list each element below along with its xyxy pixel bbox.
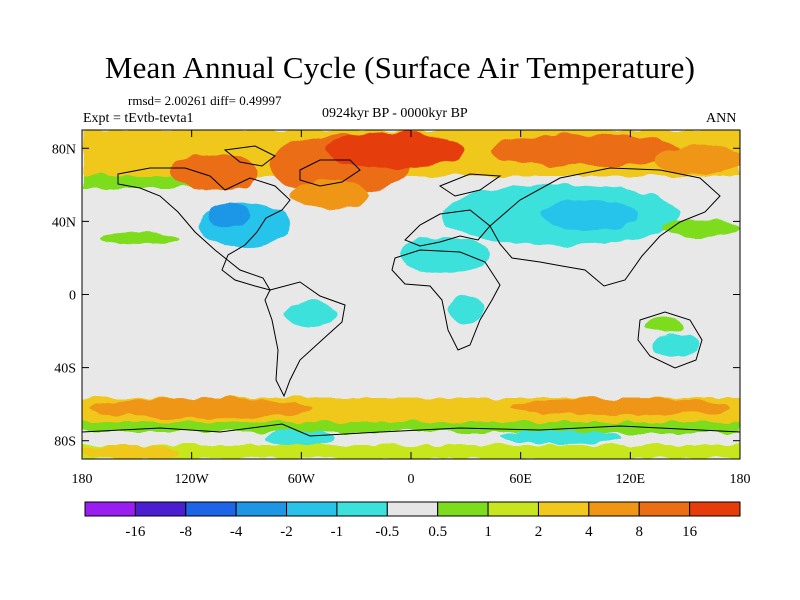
namerica-cool-core	[208, 203, 252, 227]
colorbar-label: -2	[280, 524, 293, 540]
period-label: 0924kyr BP - 0000kyr BP	[322, 106, 468, 121]
australia-coast	[637, 311, 703, 369]
axis-ticks: 180 120W 60W 0 60E 120E 180 80N 40N 0 40S 80S	[52, 130, 751, 487]
scandinavia-coast	[438, 173, 502, 197]
pacific-green-streak	[100, 232, 180, 244]
colorbar-label: 1	[484, 524, 492, 540]
colorbar-swatch	[286, 501, 338, 517]
colorbar-label: -16	[125, 524, 145, 540]
barents-warm-patch	[325, 132, 465, 168]
colorbar-label: -1	[331, 524, 344, 540]
colorbar-swatch	[386, 501, 439, 517]
antarctic-warm-patch	[82, 445, 180, 459]
colorbar-swatch	[588, 501, 640, 517]
colorbar-swatch	[487, 501, 539, 517]
anomaly-field	[82, 130, 740, 459]
colorbar-label: 16	[682, 524, 698, 540]
canadian-archipelago-coast	[223, 145, 276, 167]
colorbar-swatch	[134, 501, 187, 517]
coastlines	[82, 145, 740, 437]
africa-coast	[391, 249, 501, 351]
colorbar-label: 8	[635, 524, 643, 540]
africa-cool-patch	[447, 296, 483, 324]
lon-tick-label: 60E	[509, 472, 532, 487]
colorbar-label: -0.5	[375, 524, 399, 540]
siberia-warm-patch	[490, 134, 680, 166]
colorbar-swatch	[537, 501, 590, 517]
europe-coast	[404, 209, 491, 247]
australia-green-patch	[645, 318, 685, 332]
colorbar-label: 0.5	[428, 524, 447, 540]
colorbar-labels: -16 -8 -4 -2 -1 -0.5 0.5 1 2 4 8 16	[125, 524, 697, 540]
amazon-cool-patch	[285, 301, 335, 329]
lon-tick-label: 60W	[288, 472, 316, 487]
season-label: ANN	[706, 111, 737, 126]
australia-cool-patch	[650, 333, 700, 357]
south-america-coast	[264, 281, 346, 398]
experiment-label: Expt = tEvtb-tevta1	[83, 111, 194, 126]
lat-tick-label: 0	[69, 289, 76, 304]
lon-tick-label: 180	[72, 472, 93, 487]
colorbar-swatch	[235, 501, 288, 517]
antarctica-coast	[82, 423, 740, 437]
colorbar-swatch	[185, 501, 237, 517]
npacific-green-streak	[660, 220, 740, 236]
lat-tick-label: 80N	[52, 142, 76, 157]
colorbar-label: -4	[230, 524, 243, 540]
chart-title: Mean Annual Cycle (Surface Air Temperatu…	[104, 50, 696, 85]
lon-tick-label: 180	[730, 472, 751, 487]
southern-warm-patch-2	[510, 398, 730, 416]
lat-tick-label: 40N	[52, 215, 76, 230]
colorbar-swatch	[84, 501, 136, 517]
colorbar-label: 4	[585, 524, 593, 540]
lat-tick-label: 80S	[54, 435, 76, 450]
lon-tick-label: 120E	[616, 472, 646, 487]
asia-coast	[489, 167, 721, 287]
weddell-cool-patch	[265, 430, 335, 446]
stats-label: rmsd= 2.00261 diff= 0.49997	[128, 93, 282, 108]
colorbar-swatch	[689, 501, 741, 517]
colorbar-label: -8	[180, 524, 193, 540]
pacific-warm-patch	[655, 146, 740, 174]
colorbar-swatch	[437, 501, 489, 517]
lon-tick-label: 0	[408, 472, 415, 487]
greenland-coast	[299, 159, 361, 187]
eurasia-cool-core	[540, 200, 640, 230]
colorbar-label: 2	[535, 524, 543, 540]
canada-warm-patch	[170, 154, 260, 190]
eastantarctic-cool-patch	[500, 430, 620, 444]
northatlantic-warm-patch	[290, 180, 370, 210]
southern-warm-patch-1	[90, 398, 310, 418]
colorbar-swatch	[638, 501, 691, 517]
colorbar-swatch	[336, 501, 388, 517]
colorbar-boxes	[84, 501, 741, 517]
lat-tick-label: 40S	[54, 362, 76, 377]
southern-green-band	[82, 422, 740, 432]
north-america-coast	[117, 167, 291, 291]
lon-tick-label: 120W	[175, 472, 210, 487]
